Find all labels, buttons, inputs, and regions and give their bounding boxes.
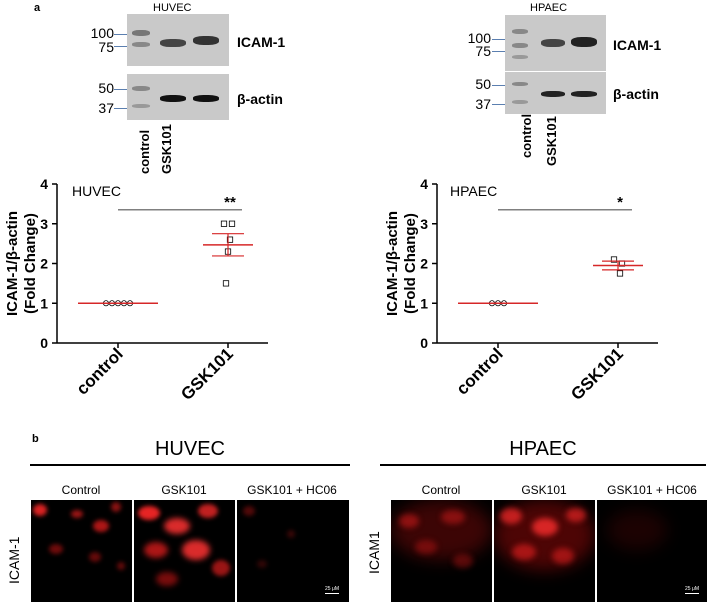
blot-huvec-title: HUVEC [153, 2, 192, 14]
chart-title: HUVEC [72, 183, 121, 199]
micrograph-hpaec-gsk101-hc06: 25 μM [597, 500, 707, 602]
group-underline [380, 464, 706, 466]
image-col-gsk101: GSK101 [521, 483, 567, 497]
image-col-control: Control [421, 483, 461, 497]
y-tick-label: 1 [40, 295, 48, 311]
scale-bar-huvec: 25 μM [325, 586, 339, 592]
marker-tick [492, 85, 506, 86]
marker-50: 50 [475, 76, 491, 92]
marker-75: 75 [475, 43, 491, 59]
y-tick-label: 4 [40, 176, 48, 192]
marker-tick [492, 104, 506, 105]
chart-hpaec: 0 1 2 3 4 control GSK101 ICAM-1/β-actin (Fold Ch… [384, 176, 658, 404]
y-tick-label: 0 [40, 335, 48, 351]
marker-tick [114, 108, 128, 109]
icam-label-huvec: ICAM-1 [237, 34, 286, 50]
marker-tick [114, 34, 128, 35]
lane-label-control: control [519, 113, 534, 158]
image-col-control: Control [61, 483, 101, 497]
data-point [616, 270, 624, 277]
image-col-gsk101-hc06: GSK101 + HC06 [607, 483, 697, 497]
data-point [226, 236, 234, 243]
marker-100: 100 [467, 30, 491, 46]
y-tick-label: 0 [420, 335, 428, 351]
data-point [222, 280, 230, 287]
chart-huvec: 0 1 2 3 4 control GSK101 ICAM-1/β-actin (Fold Ch… [4, 176, 268, 404]
panel-b-letter: b [32, 433, 39, 445]
x-tick-label: control [73, 344, 127, 398]
lane-label-gsk101: GSK101 [544, 116, 559, 166]
micrograph-huvec-control [31, 500, 132, 602]
panel-a-letter: a [34, 2, 41, 14]
x-tick-label: control [453, 344, 507, 398]
image-group-title-hpaec: HPAEC [509, 438, 577, 460]
micrograph-hpaec-control [391, 500, 492, 602]
y-axis-label-line1: ICAM-1/β-actin [384, 211, 401, 316]
icam-label-hpaec: ICAM-1 [613, 37, 662, 53]
y-axis-label-line2: (Fold Change) [22, 213, 39, 314]
marker-37: 37 [98, 100, 114, 116]
chart-title: HPAEC [450, 183, 497, 199]
lane-label-control: control [137, 129, 152, 174]
actin-label-huvec: β-actin [237, 91, 283, 107]
y-tick-label: 3 [420, 216, 428, 232]
data-point [220, 220, 228, 227]
marker-37: 37 [475, 96, 491, 112]
icam-blot-hpaec [505, 15, 606, 71]
actin-blot-hpaec [505, 72, 606, 114]
micrograph-huvec-gsk101 [134, 500, 235, 602]
image-col-gsk101: GSK101 [161, 483, 207, 497]
group-underline [30, 464, 350, 466]
data-point [610, 256, 618, 263]
image-group-title-huvec: HUVEC [154, 438, 225, 460]
lane-label-gsk101: GSK101 [159, 124, 174, 174]
marker-tick [114, 46, 128, 47]
scale-bar-hpaec: 25 μM [685, 586, 699, 592]
x-tick-label: GSK101 [177, 344, 237, 404]
data-point [228, 220, 236, 227]
image-row-label-huvec: ICAM-1 [6, 536, 22, 584]
blot-hpaec-title: HPAEC [530, 2, 568, 14]
y-tick-label: 1 [420, 295, 428, 311]
marker-tick [492, 39, 506, 40]
image-col-gsk101-hc06: GSK101 + HC06 [247, 483, 337, 497]
y-axis-label-line1: ICAM-1/β-actin [4, 211, 21, 316]
y-axis-label-line2: (Fold Change) [402, 213, 419, 314]
marker-100: 100 [90, 25, 114, 41]
significance-marker: * [617, 194, 623, 211]
marker-tick [492, 51, 506, 52]
marker-tick [114, 89, 128, 90]
marker-75: 75 [98, 39, 114, 55]
x-tick-label: GSK101 [567, 344, 627, 404]
significance-marker: ** [224, 194, 236, 211]
icam-blot-huvec [127, 14, 229, 66]
actin-blot-huvec [127, 74, 229, 120]
y-tick-label: 2 [420, 256, 428, 272]
micrograph-hpaec-gsk101 [494, 500, 595, 602]
marker-50: 50 [98, 80, 114, 96]
micrograph-huvec-gsk101-hc06: 25 μM [237, 500, 349, 602]
y-tick-label: 4 [420, 176, 428, 192]
actin-label-hpaec: β-actin [613, 86, 659, 102]
y-tick-label: 3 [40, 216, 48, 232]
y-tick-label: 2 [40, 256, 48, 272]
image-row-label-hpaec: ICAM1 [366, 531, 382, 574]
